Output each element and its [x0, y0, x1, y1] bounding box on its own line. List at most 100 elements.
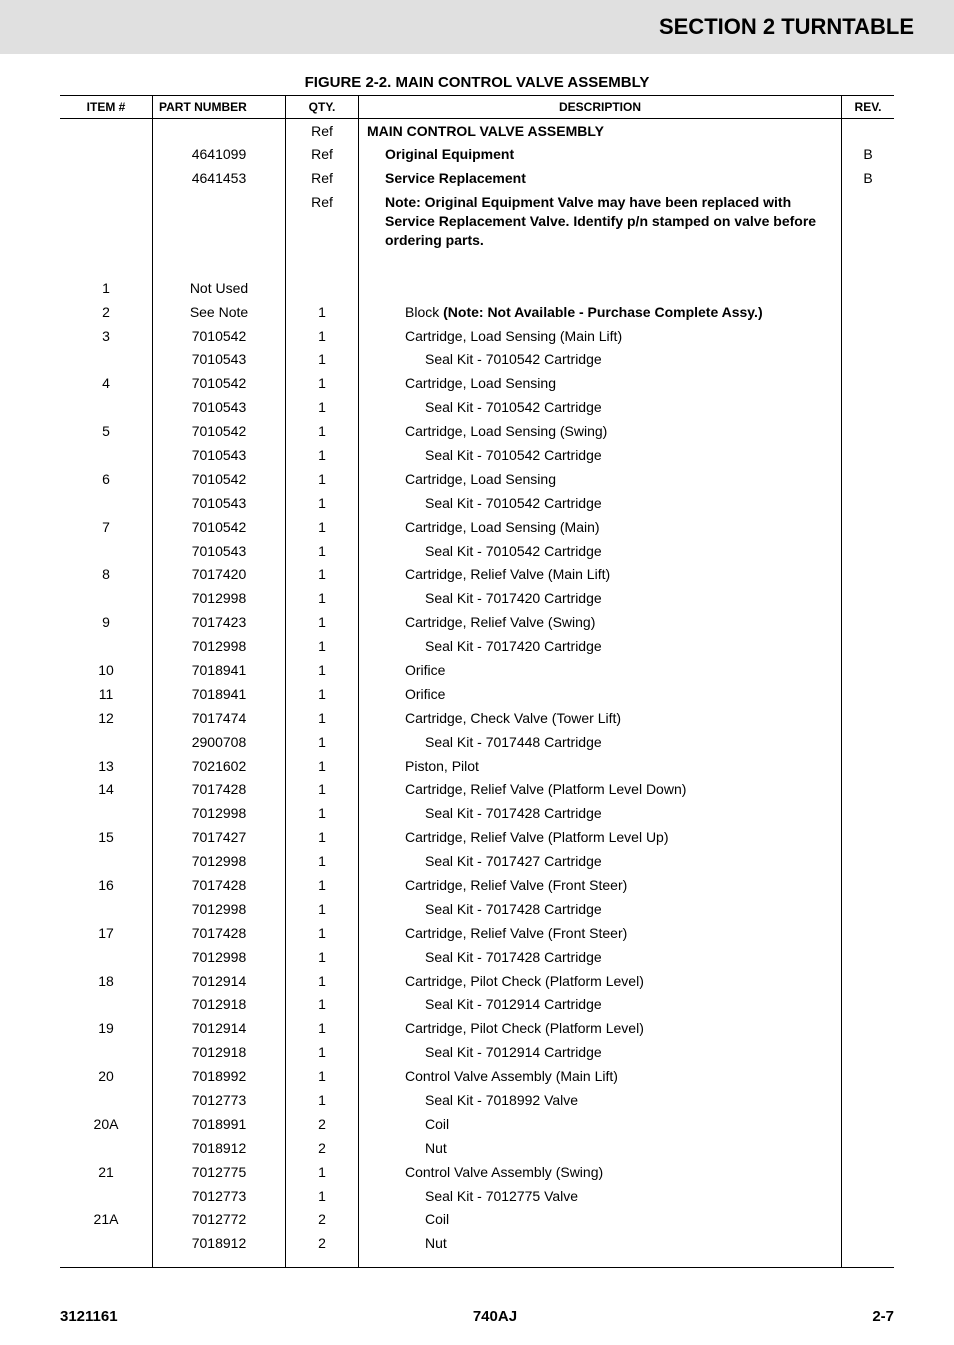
cell-desc: Block (Note: Not Available - Purchase Co…: [359, 300, 842, 324]
cell-item: [60, 348, 153, 372]
cell-part: 7010543: [153, 396, 286, 420]
cell-item: 14: [60, 778, 153, 802]
table-row: 70105431Seal Kit - 7010542 Cartridge: [60, 396, 894, 420]
cell-rev: [842, 372, 895, 396]
cell-qty: 1: [286, 945, 359, 969]
cell-qty: 1: [286, 1089, 359, 1113]
cell-item: [60, 635, 153, 659]
cell-item: 5: [60, 420, 153, 444]
cell-part: 7018941: [153, 682, 286, 706]
cell-item: 21: [60, 1160, 153, 1184]
cell-item: 12: [60, 706, 153, 730]
table-row: 70105431Seal Kit - 7010542 Cartridge: [60, 539, 894, 563]
table-row: 1970129141Cartridge, Pilot Check (Platfo…: [60, 1017, 894, 1041]
cell-qty: 1: [286, 921, 359, 945]
cell-item: 4: [60, 372, 153, 396]
cell-item: 17: [60, 921, 153, 945]
cell-qty: 1: [286, 730, 359, 754]
table-row: 570105421Cartridge, Load Sensing (Swing): [60, 420, 894, 444]
col-item: ITEM #: [60, 96, 153, 119]
cell-qty: 1: [286, 754, 359, 778]
cell-part: 7017474: [153, 706, 286, 730]
table-row: 70129981Seal Kit - 7017428 Cartridge: [60, 945, 894, 969]
cell-part: 7021602: [153, 754, 286, 778]
cell-desc: Control Valve Assembly (Main Lift): [359, 1065, 842, 1089]
cell-rev: [842, 635, 895, 659]
cell-item: [60, 730, 153, 754]
cell-part: 7012772: [153, 1208, 286, 1232]
cell-qty: 1: [286, 348, 359, 372]
table-row: 1370216021Piston, Pilot: [60, 754, 894, 778]
cell-desc: Cartridge, Relief Valve (Platform Level …: [359, 826, 842, 850]
table-row: 1Not Used: [60, 276, 894, 300]
cell-part: 4641099: [153, 143, 286, 167]
cell-qty: 1: [286, 1184, 359, 1208]
footer-center: 740AJ: [473, 1308, 517, 1325]
cell-desc: Cartridge, Pilot Check (Platform Level): [359, 969, 842, 993]
cell-part: 7010542: [153, 420, 286, 444]
table-header-row: ITEM # PART NUMBER QTY. DESCRIPTION REV.: [60, 96, 894, 119]
cell-qty: 1: [286, 491, 359, 515]
cell-desc: Seal Kit - 7017428 Cartridge: [359, 945, 842, 969]
cell-part: See Note: [153, 300, 286, 324]
cell-desc: Seal Kit - 7010542 Cartridge: [359, 396, 842, 420]
cell-qty: 1: [286, 587, 359, 611]
cell-qty: 1: [286, 300, 359, 324]
cell-part: 7012773: [153, 1089, 286, 1113]
cell-item: 2: [60, 300, 153, 324]
cell-rev: [842, 993, 895, 1017]
cell-qty: Ref: [286, 191, 359, 253]
cell-desc: Seal Kit - 7017428 Cartridge: [359, 802, 842, 826]
col-part: PART NUMBER: [153, 96, 286, 119]
cell-rev: [842, 1089, 895, 1113]
cell-rev: [842, 850, 895, 874]
cell-part: 7017428: [153, 874, 286, 898]
table-row: 1170189411Orifice: [60, 682, 894, 706]
cell-rev: [842, 587, 895, 611]
cell-rev: [842, 682, 895, 706]
parts-table: ITEM # PART NUMBER QTY. DESCRIPTION REV.…: [60, 95, 894, 1268]
cell-item: 8: [60, 563, 153, 587]
cell-item: [60, 1136, 153, 1160]
cell-rev: [842, 420, 895, 444]
cell-desc: Seal Kit - 7012914 Cartridge: [359, 993, 842, 1017]
table-row: 770105421Cartridge, Load Sensing (Main): [60, 515, 894, 539]
cell-rev: [842, 802, 895, 826]
table-row: 70129981Seal Kit - 7017420 Cartridge: [60, 635, 894, 659]
cell-rev: [842, 1136, 895, 1160]
cell-part: 7018912: [153, 1232, 286, 1268]
cell-part: 7012914: [153, 969, 286, 993]
cell-rev: [842, 658, 895, 682]
cell-part: 7012998: [153, 850, 286, 874]
cell-qty: 1: [286, 1017, 359, 1041]
cell-desc: Seal Kit - 7017427 Cartridge: [359, 850, 842, 874]
cell-part: [153, 191, 286, 253]
cell-item: [60, 167, 153, 191]
cell-rev: [842, 563, 895, 587]
cell-rev: [842, 921, 895, 945]
cell-qty: 1: [286, 897, 359, 921]
cell-part: 7017428: [153, 778, 286, 802]
cell-part: 7012775: [153, 1160, 286, 1184]
cell-desc: Piston, Pilot: [359, 754, 842, 778]
cell-rev: [842, 443, 895, 467]
cell-part: [153, 119, 286, 143]
cell-item: [60, 396, 153, 420]
table-row: 1570174271Cartridge, Relief Valve (Platf…: [60, 826, 894, 850]
table-row: 20A70189912Coil: [60, 1112, 894, 1136]
cell-item: [60, 252, 153, 276]
table-row: 70105431Seal Kit - 7010542 Cartridge: [60, 491, 894, 515]
cell-item: [60, 897, 153, 921]
cell-rev: [842, 611, 895, 635]
table-row: 970174231Cartridge, Relief Valve (Swing): [60, 611, 894, 635]
cell-item: 15: [60, 826, 153, 850]
cell-item: [60, 945, 153, 969]
cell-rev: [842, 539, 895, 563]
cell-rev: [842, 1184, 895, 1208]
table-row: 1070189411Orifice: [60, 658, 894, 682]
cell-qty: 1: [286, 1065, 359, 1089]
cell-qty: 1: [286, 372, 359, 396]
cell-part: 7010543: [153, 348, 286, 372]
cell-qty: 2: [286, 1208, 359, 1232]
table-row: 4641453RefService ReplacementB: [60, 167, 894, 191]
